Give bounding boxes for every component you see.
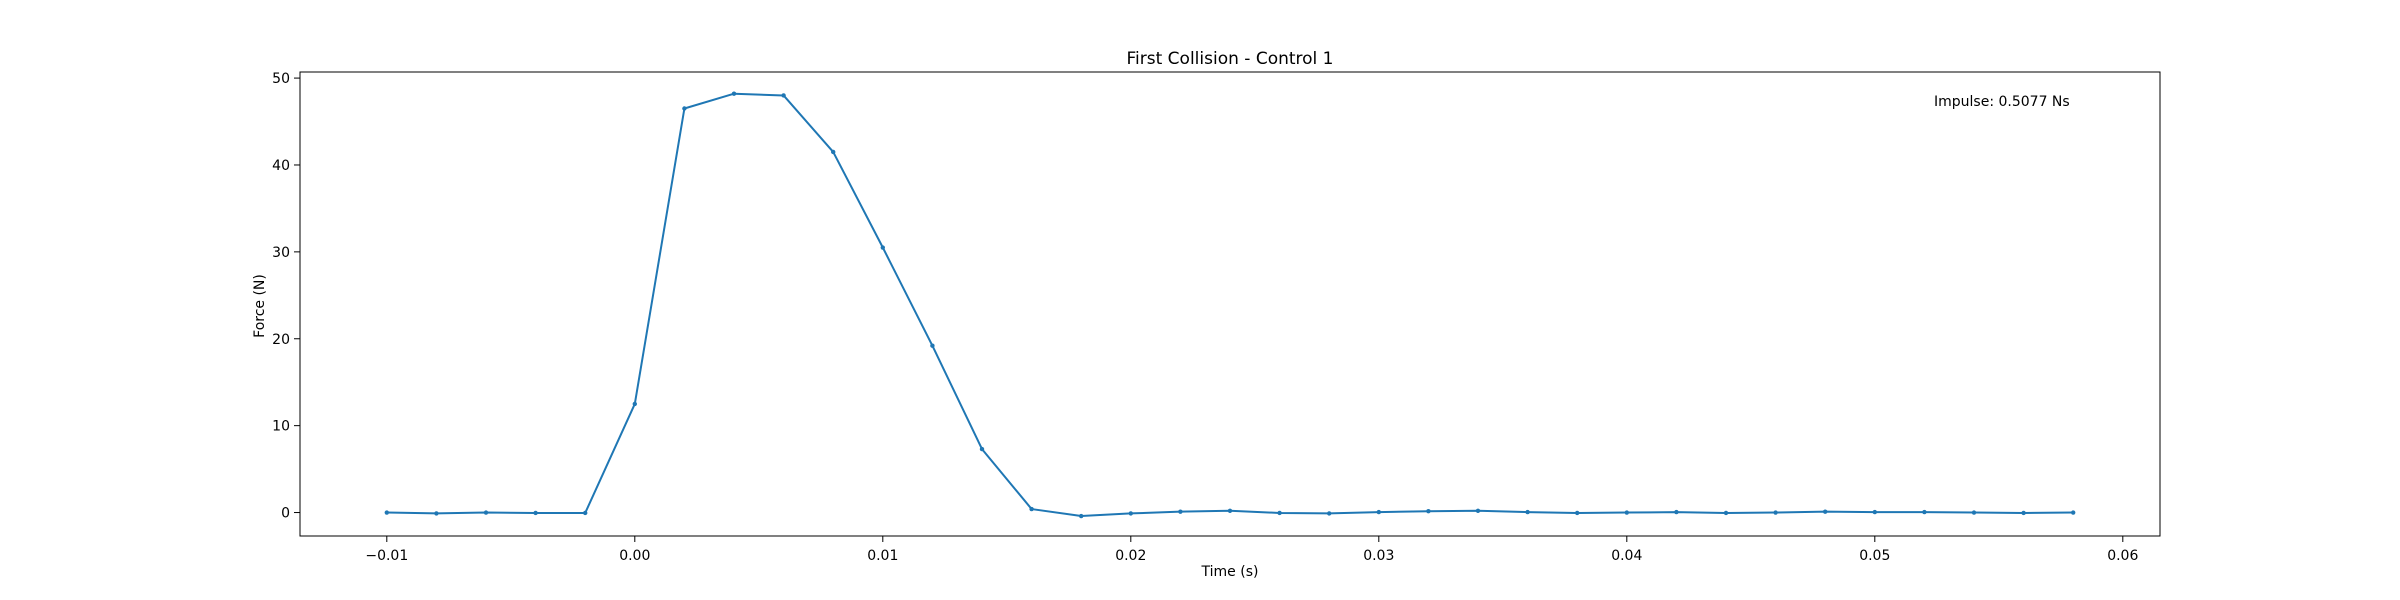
x-tick-label: 0.02 — [1115, 548, 1146, 564]
x-tick-label: 0.06 — [2107, 548, 2138, 564]
data-point — [1178, 509, 1183, 514]
data-point — [1773, 510, 1778, 515]
x-tick-label: 0.04 — [1611, 548, 1642, 564]
data-point — [1426, 509, 1431, 514]
data-point — [781, 93, 786, 98]
series-group — [384, 91, 2076, 519]
impulse-annotation: Impulse: 0.5077 Ns — [1934, 94, 2070, 110]
data-point — [583, 510, 588, 516]
data-point — [1525, 509, 1530, 515]
data-point — [930, 343, 935, 348]
y-tick-label: 40 — [272, 158, 290, 174]
y-axis-label: Force (N) — [252, 274, 268, 338]
data-point — [2021, 510, 2026, 516]
data-point — [1723, 510, 1729, 516]
data-point — [682, 106, 687, 111]
data-point — [1376, 509, 1382, 515]
data-point — [2071, 510, 2076, 515]
data-point — [1922, 509, 1927, 515]
y-tick-label: 0 — [281, 506, 290, 522]
series-line — [386, 92, 2074, 518]
data-point — [1624, 510, 1630, 515]
data-point — [1575, 510, 1580, 516]
x-tick-label: −0.01 — [365, 548, 408, 564]
data-point — [1327, 511, 1332, 516]
y-tick-label: 50 — [272, 71, 290, 87]
data-point — [1029, 506, 1034, 512]
chart-title: First Collision - Control 1 — [1127, 49, 1334, 69]
data-point — [1079, 513, 1084, 519]
x-axis-label: Time (s) — [1201, 564, 1259, 580]
data-point — [731, 91, 737, 96]
data-point — [384, 510, 389, 515]
axis-ticks: −0.01 0.00 0.01 0.02 0.03 0.04 0.05 0.06 0 10 20 30… — [272, 71, 2138, 564]
data-point — [1277, 510, 1282, 516]
data-point — [483, 510, 489, 515]
data-point — [1823, 509, 1828, 514]
y-tick-label: 20 — [272, 332, 290, 348]
data-point — [979, 446, 985, 452]
data-point — [434, 511, 439, 516]
data-point — [1971, 510, 1977, 515]
data-point — [831, 149, 836, 155]
plot-frame — [299, 71, 2161, 537]
data-point — [880, 245, 885, 250]
x-tick-label: 0.01 — [867, 548, 898, 564]
x-tick-label: 0.00 — [619, 548, 650, 564]
data-point — [1128, 511, 1134, 516]
data-point — [1872, 509, 1878, 515]
data-point — [1475, 508, 1481, 514]
y-tick-label: 30 — [272, 245, 290, 261]
x-tick-label: 0.03 — [1363, 548, 1394, 564]
data-point — [1227, 508, 1233, 514]
data-point — [1674, 509, 1679, 515]
data-point — [533, 510, 538, 516]
x-tick-label: 0.05 — [1859, 548, 1890, 564]
y-tick-label: 10 — [272, 419, 290, 435]
data-point — [632, 401, 637, 407]
